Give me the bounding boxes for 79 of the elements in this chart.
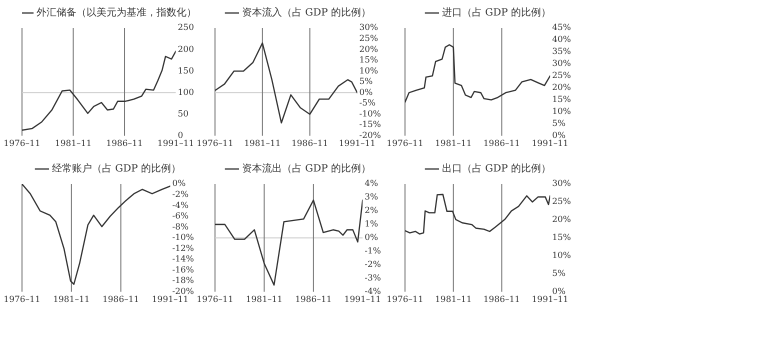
y-tick-label: 200 (178, 44, 194, 55)
x-tick-label: 1986–11 (483, 295, 520, 306)
x-tick-label: 1981–11 (435, 139, 472, 150)
y-tick-label: 30% (359, 23, 378, 34)
y-tick-label: 35% (552, 47, 572, 58)
x-tick-label: 1976–11 (196, 139, 234, 150)
legend-label: 经常账户（占 GDP 的比例） (52, 162, 182, 175)
x-tick-label: 1991–11 (338, 139, 376, 150)
x-tick-label: 1986–11 (106, 139, 143, 150)
y-tick-label: 10% (359, 66, 378, 76)
y-tick-label: -2% (364, 260, 382, 270)
y-tick-label: 25% (552, 71, 572, 82)
x-tick-label: 1986–11 (102, 295, 140, 306)
x-tick-label: 1986–11 (295, 295, 332, 306)
y-tick-label: 0 (178, 131, 184, 142)
y-tick-label: -3% (364, 274, 382, 284)
y-tick-label: 0% (359, 88, 373, 98)
y-tick-label: 150 (178, 66, 194, 76)
y-tick-label: 2% (364, 206, 378, 216)
y-tick-label: -5% (359, 98, 376, 109)
legend-label: 出口（占 GDP 的比例） (442, 162, 552, 175)
y-tick-label: -8% (172, 222, 189, 232)
x-tick-label: 1981–11 (244, 139, 281, 150)
x-tick-label: 1976–11 (386, 139, 424, 150)
y-tick-label: 25% (552, 197, 572, 208)
y-tick-label: 30% (552, 179, 572, 190)
x-tick-label: 1976–11 (4, 295, 40, 306)
y-tick-label: -2% (172, 190, 189, 200)
y-tick-label: 15% (552, 95, 572, 106)
x-tick-label: 1976–11 (196, 295, 234, 306)
legend-label: 进口（占 GDP 的比例） (442, 6, 552, 19)
y-tick-label: -1% (364, 246, 382, 257)
y-tick-label: -16% (172, 265, 194, 276)
legend-label: 外汇储备（以美元为基准，指数化） (36, 6, 196, 19)
y-tick-label: -4% (172, 200, 189, 211)
y-tick-label: 250 (178, 23, 194, 34)
y-tick-label: 20% (359, 44, 378, 55)
x-tick-label: 1981–11 (435, 295, 472, 306)
y-tick-label: 15% (359, 56, 378, 66)
y-tick-label: 20% (552, 83, 572, 94)
y-tick-label: -14% (172, 254, 194, 265)
y-tick-label: -10% (359, 109, 381, 120)
x-tick-label: 1981–11 (246, 295, 283, 306)
y-tick-label: -18% (172, 276, 194, 286)
y-tick-label: 20% (552, 215, 572, 226)
x-tick-label: 1986–11 (291, 139, 328, 150)
legend-label: 资本流出（占 GDP 的比例） (242, 162, 372, 175)
legend-label: 资本流入（占 GDP 的比例） (242, 6, 372, 19)
x-tick-label: 1991–11 (532, 295, 568, 306)
y-tick-label: 15% (552, 233, 572, 244)
x-tick-label: 1976–11 (386, 295, 424, 306)
x-tick-label: 1991–11 (152, 295, 189, 306)
y-tick-label: 0% (172, 179, 186, 190)
y-tick-label: -10% (172, 233, 194, 244)
y-tick-label: 1% (364, 220, 378, 230)
y-tick-label: 45% (552, 23, 572, 34)
y-tick-label: 40% (552, 35, 572, 46)
x-tick-label: 1981–11 (53, 295, 90, 306)
y-tick-label: 4% (364, 179, 378, 190)
y-tick-label: -6% (172, 212, 189, 222)
y-tick-label: 10% (552, 107, 572, 118)
x-tick-label: 1991–11 (532, 139, 568, 150)
y-tick-label: 30% (552, 59, 572, 70)
y-tick-label: 5% (552, 269, 566, 280)
x-tick-label: 1981–11 (54, 139, 92, 150)
y-tick-label: 0% (364, 233, 378, 244)
y-tick-label: 10% (552, 251, 572, 262)
y-tick-label: 5% (552, 119, 566, 130)
x-tick-label: 1991–11 (157, 139, 194, 150)
y-tick-label: 25% (359, 34, 378, 44)
x-tick-label: 1976–11 (4, 139, 40, 150)
y-tick-label: 5% (359, 77, 373, 88)
y-tick-label: 50 (178, 109, 189, 120)
y-tick-label: -15% (359, 120, 381, 130)
x-tick-label: 1991–11 (344, 295, 381, 306)
y-tick-label: 3% (364, 192, 378, 203)
y-tick-label: -12% (172, 244, 194, 254)
y-tick-label: 100 (178, 88, 194, 98)
x-tick-label: 1986–11 (483, 139, 520, 150)
